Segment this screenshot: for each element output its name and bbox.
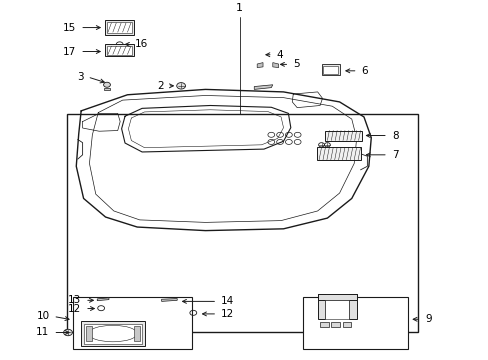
Text: 4: 4 xyxy=(276,50,283,60)
Text: 12: 12 xyxy=(68,303,81,314)
Text: 6: 6 xyxy=(361,66,367,76)
Text: 11: 11 xyxy=(36,328,49,337)
Bar xyxy=(86,327,92,341)
Text: 9: 9 xyxy=(424,314,430,324)
Text: 2: 2 xyxy=(157,81,163,91)
Bar xyxy=(317,294,325,319)
Bar xyxy=(316,147,360,160)
Text: 1: 1 xyxy=(236,3,243,13)
Polygon shape xyxy=(257,63,263,68)
Bar xyxy=(104,87,110,90)
Bar xyxy=(321,64,339,75)
Bar xyxy=(73,297,192,348)
Polygon shape xyxy=(272,63,278,68)
Bar xyxy=(83,324,142,343)
Polygon shape xyxy=(161,298,177,301)
Bar xyxy=(325,131,361,140)
Text: 13: 13 xyxy=(68,295,81,305)
Circle shape xyxy=(63,329,72,336)
Bar xyxy=(66,114,417,333)
Text: 16: 16 xyxy=(135,39,148,49)
Text: 3: 3 xyxy=(77,72,83,82)
Text: 7: 7 xyxy=(391,150,398,160)
Circle shape xyxy=(176,82,185,89)
Text: 10: 10 xyxy=(36,311,49,321)
Bar xyxy=(134,327,140,341)
Bar xyxy=(342,322,350,327)
Polygon shape xyxy=(97,298,109,301)
Text: 17: 17 xyxy=(63,46,76,57)
Bar xyxy=(81,321,144,346)
Bar xyxy=(104,21,134,35)
Bar xyxy=(303,297,407,348)
Text: 14: 14 xyxy=(221,296,234,306)
Text: 15: 15 xyxy=(63,23,76,32)
Bar xyxy=(317,294,356,300)
Text: 8: 8 xyxy=(391,131,398,140)
Bar xyxy=(323,66,337,74)
Circle shape xyxy=(103,82,110,87)
Text: 5: 5 xyxy=(293,59,299,69)
Bar xyxy=(348,294,356,319)
Bar xyxy=(320,322,328,327)
Bar xyxy=(330,322,339,327)
Bar xyxy=(106,46,132,55)
Polygon shape xyxy=(254,85,272,89)
Bar xyxy=(325,300,348,319)
Bar xyxy=(106,22,132,33)
Text: 12: 12 xyxy=(221,309,234,319)
Bar xyxy=(104,44,134,56)
